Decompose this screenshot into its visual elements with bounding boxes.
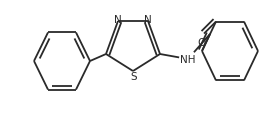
Text: S: S	[131, 71, 137, 81]
Text: N: N	[114, 15, 122, 25]
Text: NH: NH	[180, 54, 196, 64]
Text: N: N	[144, 15, 152, 25]
Text: O: O	[198, 37, 206, 47]
